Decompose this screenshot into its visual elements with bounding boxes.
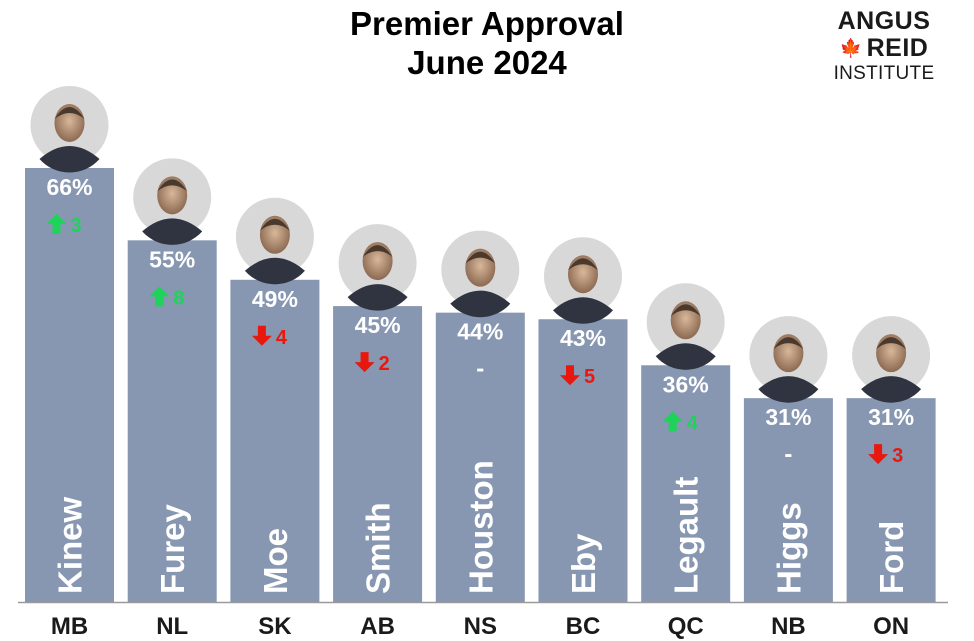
- logo-line-3: INSTITUTE: [833, 63, 935, 84]
- portrait-hair: [259, 218, 290, 231]
- data-label: 66%: [46, 174, 92, 200]
- premier-portrait: [233, 195, 316, 285]
- bar: [25, 168, 114, 602]
- premier-name-label: Eby: [565, 533, 602, 594]
- change-label: 5: [584, 366, 595, 388]
- arrow-up-icon: [149, 286, 170, 307]
- category-tick-label: BC: [566, 613, 601, 640]
- portrait-hair: [773, 337, 804, 350]
- portrait-hair: [568, 258, 598, 271]
- premier-portrait: [644, 281, 727, 370]
- premier-name-label: Houston: [462, 460, 499, 594]
- arrow-down-icon: [868, 444, 889, 465]
- portrait-suit: [142, 218, 203, 245]
- change-label: -: [476, 356, 484, 383]
- data-label: 36%: [663, 371, 709, 397]
- portrait-hair: [54, 107, 85, 119]
- change-label: 2: [379, 353, 390, 375]
- premier-portrait: [850, 314, 933, 403]
- bar: [127, 240, 217, 603]
- premier-name-label: Furey: [154, 503, 191, 594]
- change-label: -: [784, 441, 792, 468]
- bar: [230, 279, 320, 602]
- data-label: 49%: [252, 286, 298, 312]
- portrait-hair: [465, 251, 496, 264]
- premier-portrait: [542, 235, 624, 324]
- category-tick-label: MB: [51, 613, 88, 640]
- bar: [538, 319, 628, 602]
- portrait-suit: [553, 297, 613, 324]
- bar: [333, 306, 423, 602]
- category-tick-label: QC: [668, 613, 704, 640]
- change-label: 3: [71, 215, 82, 237]
- premier-portrait: [336, 222, 419, 311]
- category-tick-label: NS: [464, 613, 497, 640]
- bar: [743, 398, 833, 602]
- portrait-suit: [347, 284, 408, 311]
- data-label: 45%: [355, 312, 401, 338]
- bar: [641, 365, 731, 602]
- portrait-hair: [876, 337, 907, 350]
- arrow-down-icon: [354, 352, 375, 373]
- category-tick-label: SK: [258, 613, 292, 640]
- change-label: 8: [173, 287, 184, 309]
- portrait-suit: [244, 257, 305, 285]
- portrait-hair: [362, 245, 393, 258]
- change-label: 4: [276, 327, 288, 349]
- portrait-suit: [39, 146, 100, 173]
- category-tick-label: NL: [156, 613, 188, 640]
- category-tick-label: ON: [873, 613, 909, 640]
- bar: [435, 312, 525, 602]
- portrait-suit: [861, 376, 922, 403]
- logo-line-2-wrap: 🍁 REID: [820, 35, 948, 62]
- change-label: 4: [687, 412, 699, 434]
- premier-portrait: [131, 156, 214, 245]
- premier-name-label: Moe: [257, 528, 294, 594]
- arrow-up-icon: [46, 214, 67, 234]
- portrait-suit: [758, 376, 819, 403]
- data-label: 44%: [457, 319, 503, 345]
- portrait-hair: [670, 304, 701, 317]
- arrow-up-icon: [662, 411, 683, 432]
- portrait-suit: [655, 343, 716, 370]
- change-label: 3: [892, 445, 903, 467]
- premier-name-label: Legault: [668, 477, 705, 594]
- portrait-suit: [450, 290, 511, 318]
- logo-line-2: REID: [866, 34, 929, 62]
- data-label: 31%: [765, 404, 811, 430]
- data-label: 55%: [149, 246, 195, 272]
- bar: [846, 398, 936, 602]
- arrow-down-icon: [560, 365, 580, 386]
- premier-name-label: Higgs: [770, 502, 807, 594]
- premier-name-label: Ford: [873, 521, 910, 594]
- data-label: 31%: [868, 404, 914, 430]
- premier-name-label: Kinew: [52, 496, 89, 594]
- category-tick-label: NB: [771, 613, 806, 640]
- premier-name-label: Smith: [360, 502, 397, 594]
- premier-portrait: [439, 228, 522, 318]
- premier-portrait: [28, 84, 111, 173]
- bars-group: 66% 3 Kinew MB 55% 8 Furey NL 49% 4 Moe SK 45% 2 Smith…: [18, 84, 948, 640]
- portrait-hair: [157, 179, 188, 192]
- maple-leaf-icon: 🍁: [839, 38, 863, 58]
- category-tick-label: AB: [360, 613, 395, 640]
- arrow-down-icon: [251, 325, 272, 346]
- angus-reid-logo: ANGUS 🍁 REID INSTITUTE: [820, 8, 948, 86]
- logo-line-1: ANGUS: [837, 7, 931, 35]
- premier-portrait: [747, 314, 830, 403]
- data-label: 43%: [560, 325, 606, 351]
